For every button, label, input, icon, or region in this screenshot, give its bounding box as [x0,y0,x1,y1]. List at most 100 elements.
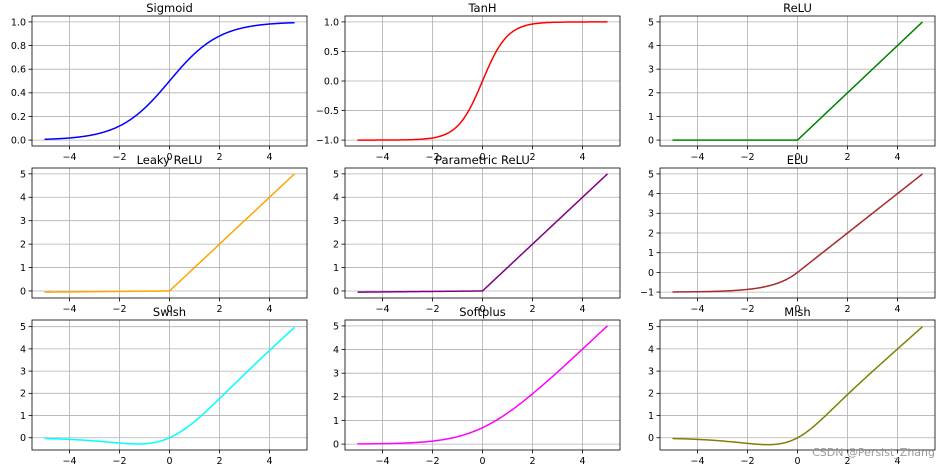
chart-title: Parametric ReLU [435,153,530,167]
y-tick-label: 0 [333,286,339,297]
x-tick-label: 0 [166,304,172,315]
subplot-relu: −4 −2 0 2 4 0 1 2 3 4 5 ReLU [648,1,936,163]
y-tick-label: 3 [333,369,339,380]
chart-title: Softplus [459,305,505,319]
x-tick-label: 0 [479,456,485,465]
x-tick-label: 2 [216,456,222,465]
y-tick-label: 5 [333,169,339,180]
y-tick-label: 1.0 [324,17,339,28]
y-tick-label: 1 [20,411,26,422]
y-tick-label: 3 [648,209,654,220]
chart-title: Mish [784,305,810,319]
y-tick-label: 2 [648,228,654,239]
x-tick-label: 4 [579,304,585,315]
x-tick-label: −4 [375,304,389,315]
chart-title: TanH [467,1,496,15]
subplot-elu: −4 −2 0 2 4 −1 0 1 2 3 4 5 ELU [640,153,936,315]
y-tick-label: 0 [333,439,339,450]
x-tick-label: 4 [266,152,272,163]
subplot-sigmoid: −4 −2 0 2 4 0.0 0.2 0.4 0.6 0.8 1.0 Sigmoid [11,1,308,163]
x-tick-label: 0 [794,456,800,465]
x-tick-label: −4 [690,456,704,465]
x-tick-label: −2 [112,304,126,315]
chart-title: Sigmoid [146,1,193,15]
y-tick-label: 0.8 [11,41,26,52]
x-tick-label: −2 [740,304,754,315]
series-line-elu [672,173,923,293]
chart-title: Leaky ReLU [137,153,203,167]
x-tick-label: −4 [62,152,76,163]
x-tick-label: 2 [529,152,535,163]
y-tick-label: 0.0 [11,135,26,146]
y-tick-label: 4 [20,193,26,204]
x-tick-label: 0 [166,152,172,163]
y-tick-label: 5 [20,169,26,180]
x-tick-label: −4 [375,152,389,163]
y-tick-label: 4 [648,189,654,200]
y-tick-label: 2 [20,240,26,251]
x-tick-label: −4 [375,456,389,465]
y-tick-label: 4 [648,344,654,355]
y-tick-label: 1 [333,416,339,427]
y-tick-label: −1 [640,287,654,298]
series-line-softplus [357,325,609,445]
x-tick-label: −4 [690,152,704,163]
x-tick-label: 2 [216,152,222,163]
x-tick-label: 2 [844,152,850,163]
x-tick-label: 4 [579,152,585,163]
y-tick-label: 1.0 [11,17,26,28]
series-line-relu [672,21,924,141]
x-tick-label: 2 [216,304,222,315]
y-tick-label: 2 [648,88,654,99]
y-tick-label: 3 [333,216,339,227]
y-tick-label: 2 [333,240,339,251]
y-tick-label: 4 [333,345,339,356]
y-tick-label: 1 [648,411,654,422]
x-tick-label: 0 [794,152,800,163]
x-tick-label: −4 [690,304,704,315]
y-tick-label: 5 [648,322,654,333]
x-tick-label: 4 [579,456,585,465]
x-tick-label: 0 [479,304,485,315]
chart-title: ReLU [783,1,812,15]
watermark: CSDN @Persist_Zhang [812,446,935,459]
x-tick-label: −2 [112,152,126,163]
x-tick-label: 2 [529,304,535,315]
y-tick-label: 4 [20,344,26,355]
x-tick-label: 2 [844,456,850,465]
y-tick-label: 3 [648,65,654,76]
y-tick-label: 3 [20,216,26,227]
y-tick-label: 0 [648,268,654,279]
x-tick-label: −2 [425,456,439,465]
y-tick-label: 1 [648,112,654,123]
subplot-mish: −4 −2 0 2 4 0 1 2 3 4 5 Mish [648,305,936,465]
y-tick-label: 1 [20,263,26,274]
x-tick-label: −2 [425,304,439,315]
y-tick-label: 4 [648,41,654,52]
y-tick-label: 5 [648,169,654,180]
x-tick-label: −4 [62,456,76,465]
x-tick-label: 0 [166,456,172,465]
subplot-tanh: −4 −2 0 2 4 −1.0 −0.5 0.0 0.5 1.0 TanH [316,1,621,163]
y-tick-label: 0 [20,286,26,297]
series-line-sigmoid [44,21,295,141]
y-tick-label: −1.0 [316,135,339,146]
x-tick-label: −2 [112,456,126,465]
y-tick-label: 0.6 [11,65,26,76]
x-tick-label: 4 [894,304,900,315]
x-tick-label: 4 [266,456,272,465]
subplot-parametric-relu: −4 −2 0 2 4 0 1 2 3 4 5 Parametric ReLU [333,153,621,315]
y-tick-label: 1 [648,248,654,259]
x-tick-label: 4 [894,152,900,163]
x-tick-label: 4 [266,304,272,315]
x-tick-label: 4 [894,456,900,465]
chart-title: ELU [787,153,809,167]
chart-title: Swish [153,305,186,319]
y-tick-label: −0.5 [316,106,339,117]
y-tick-label: 0.4 [11,88,26,99]
y-tick-label: 0.2 [11,112,26,123]
x-tick-label: 2 [529,456,535,465]
x-tick-label: −4 [62,304,76,315]
y-tick-label: 5 [20,322,26,333]
